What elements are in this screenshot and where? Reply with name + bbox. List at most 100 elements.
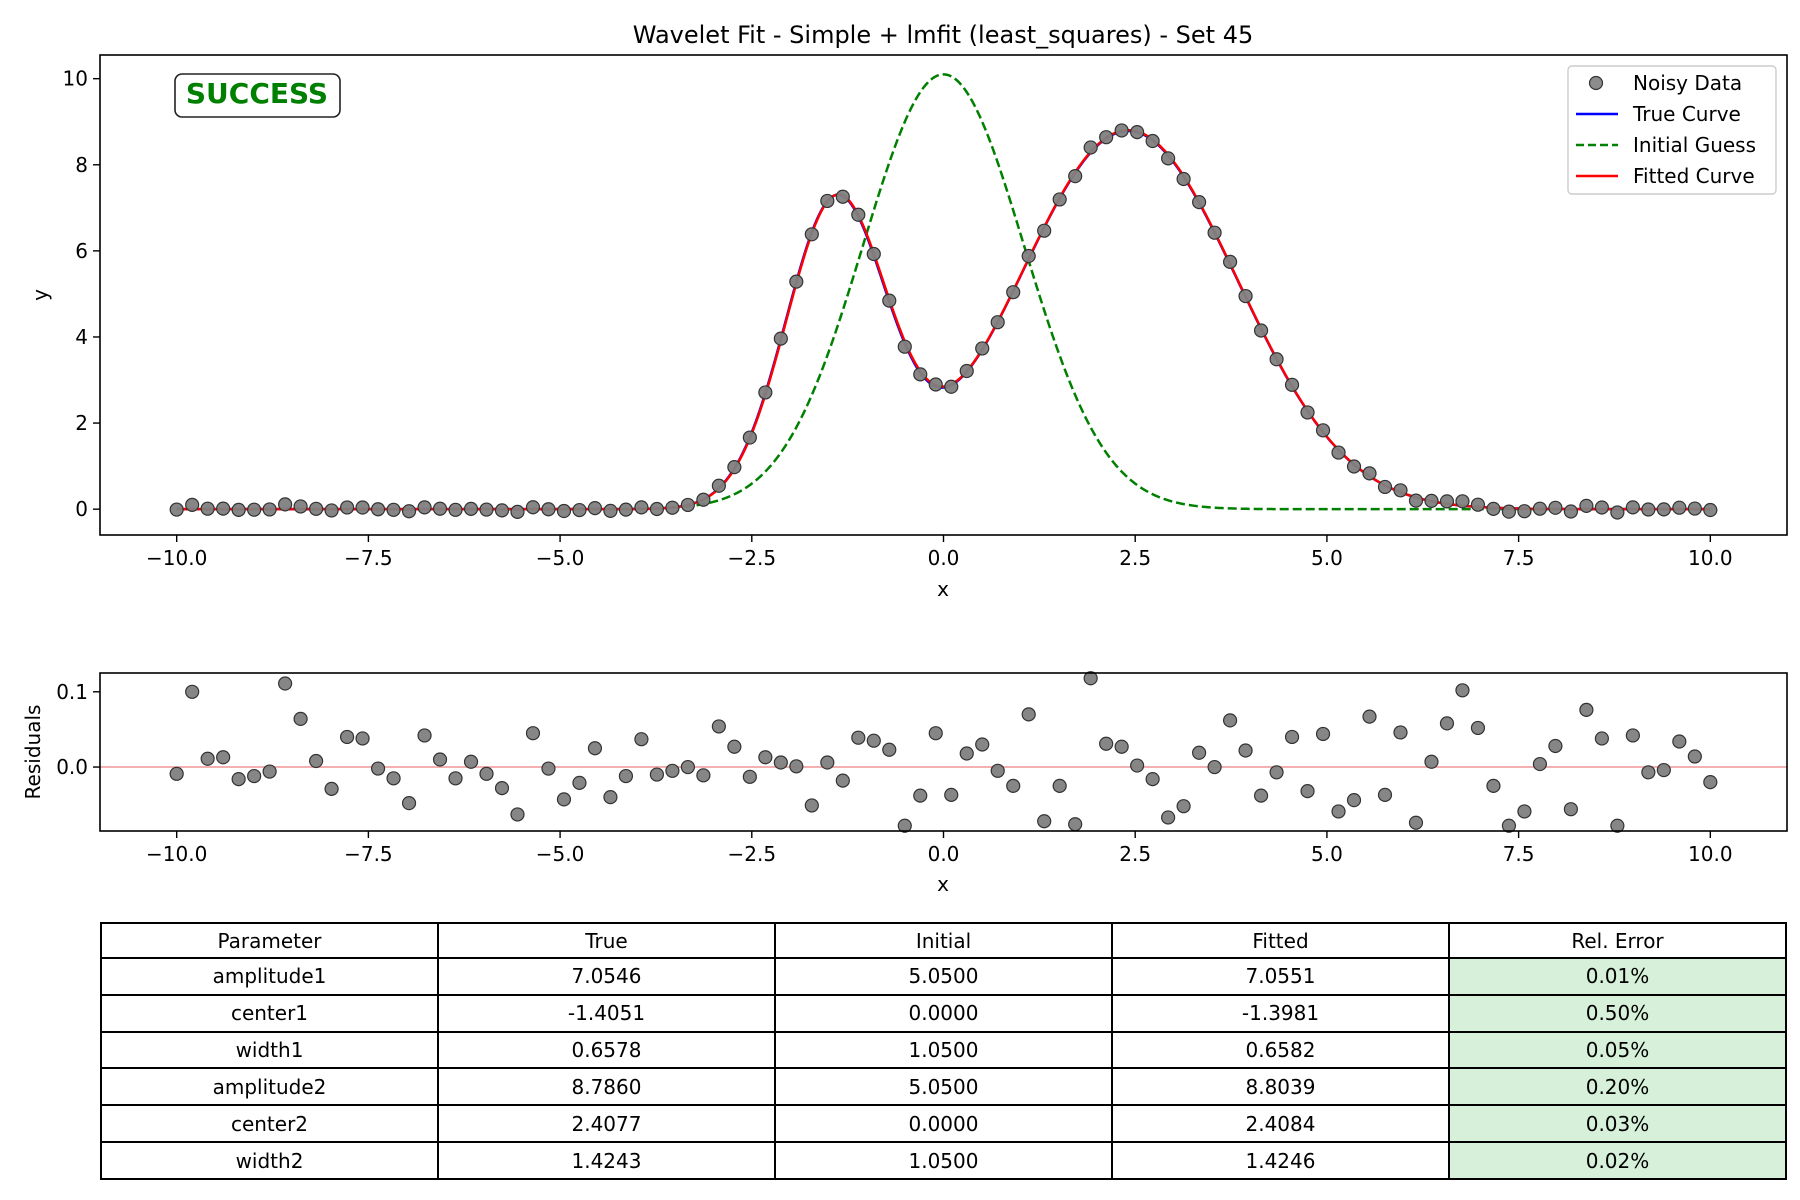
- residuals-plot: −10.0 −7.5 −5.0 −2.5 0.0 2.5 5.0 7.5 10.00.10.0 …: [21, 671, 1788, 896]
- residual-point: [1424, 754, 1439, 769]
- table-header-cell: True: [437, 922, 776, 959]
- residual-point: [1687, 749, 1702, 764]
- noisy-data-point: [587, 500, 603, 516]
- table-row: width2 1.4243 1.0500 1.4246 0.02%: [100, 1141, 1787, 1180]
- rel-error-cell: 0.01%: [1448, 957, 1787, 996]
- residual-point: [959, 746, 974, 761]
- rel-error-cell: 0.20%: [1448, 1067, 1787, 1107]
- noisy-data-point: [680, 497, 695, 513]
- table-row: center2 2.4077 0.0000 2.4084 0.03%: [100, 1104, 1787, 1144]
- residual-point: [1192, 745, 1207, 760]
- noisy-data-point: [231, 502, 246, 517]
- residual-point: [1207, 759, 1222, 775]
- x-tick-label: 2.5: [1119, 546, 1151, 570]
- table-cell: 1.4243: [437, 1141, 776, 1180]
- residual-point: [634, 732, 649, 747]
- table-cell: 7.0551: [1111, 957, 1450, 996]
- table-cell: 5.0500: [774, 957, 1113, 996]
- legend-label-noisy-data: Noisy Data: [1633, 71, 1742, 95]
- table-row: width1 0.6578 1.0500 0.6582 0.05%: [100, 1030, 1787, 1070]
- residual-point: [618, 768, 634, 784]
- noisy-data-point: [386, 502, 401, 517]
- noisy-data-point: [665, 500, 680, 515]
- table-cell: 0.6582: [1111, 1030, 1450, 1070]
- residual-point: [1346, 793, 1362, 808]
- residual-point: [216, 750, 231, 765]
- x-tick-label: 5.0: [1311, 842, 1343, 866]
- table-cell: width2: [100, 1141, 439, 1180]
- noisy-data-point: [1161, 151, 1176, 166]
- residual-point: [572, 775, 587, 790]
- x-tick-label: −2.5: [728, 842, 777, 866]
- residual-point: [1300, 784, 1315, 799]
- residual-point: [1006, 778, 1021, 793]
- main-plot-frame: [99, 54, 1788, 536]
- residual-point: [1532, 756, 1548, 772]
- noisy-data-point: [1037, 223, 1052, 238]
- residual-point: [556, 792, 572, 807]
- residual-point: [603, 790, 618, 805]
- noisy-data-point: [1130, 125, 1145, 140]
- residual-point: [169, 766, 184, 781]
- table-cell: 8.8039: [1111, 1067, 1450, 1107]
- noisy-data-point: [278, 497, 293, 512]
- main-gridless-ticks: −10.0 −7.5 −5.0 −2.5 0.0 2.5 5.0 7.5 10.0 0 2 4 6 8 10: [63, 67, 1733, 570]
- residual-point: [401, 796, 417, 811]
- noisy-data-point: [1083, 140, 1098, 155]
- residual-point: [789, 759, 804, 774]
- y-tick-label: 0: [75, 497, 88, 521]
- x-tick-label: 10.0: [1688, 546, 1733, 570]
- noisy-data-point: [1207, 225, 1222, 240]
- residual-point: [1161, 810, 1176, 825]
- residual-point: [231, 771, 246, 787]
- y-tick-label: 0.0: [56, 755, 88, 779]
- noisy-data-point: [1532, 501, 1548, 516]
- residual-point: [1253, 788, 1269, 803]
- residual-point: [665, 763, 680, 778]
- residual-point: [185, 684, 200, 699]
- noisy-data-point: [1610, 505, 1625, 520]
- noisy-data-point: [773, 331, 788, 346]
- fitted-curve-path: [176, 128, 1711, 511]
- residual-point: [1672, 734, 1687, 749]
- noisy-data-point: [1269, 352, 1284, 367]
- legend-box: [1567, 65, 1777, 195]
- residual-point: [1641, 765, 1656, 780]
- residual-point: [851, 730, 866, 745]
- noisy-data-point: [727, 460, 742, 475]
- rel-error-cell: 0.03%: [1448, 1104, 1787, 1144]
- residual-point: [1501, 818, 1517, 833]
- noisy-data-point: [882, 293, 897, 308]
- noisy-data-point: [913, 367, 928, 382]
- residual-point: [1656, 762, 1671, 778]
- noisy-data-point: [1408, 493, 1424, 508]
- noisy-data-point: [200, 501, 215, 516]
- table-cell: 5.0500: [774, 1067, 1113, 1107]
- residual-point: [494, 781, 510, 796]
- table-cell: 0.0000: [774, 1104, 1113, 1144]
- residual-point: [696, 768, 711, 783]
- table-cell: center2: [100, 1104, 439, 1144]
- y-tick-label: 2: [75, 411, 88, 435]
- x-tick-label: −7.5: [344, 546, 393, 570]
- residual-point: [975, 737, 990, 752]
- noisy-data-point: [1424, 493, 1439, 508]
- table-header-cell: Rel. Error: [1448, 922, 1787, 959]
- noisy-data-point: [897, 339, 912, 354]
- residual-point: [1021, 707, 1036, 722]
- residual-point: [587, 741, 603, 756]
- noisy-data-point: [1300, 405, 1315, 420]
- rel-error-cell: 0.50%: [1448, 993, 1787, 1033]
- residual-point: [432, 752, 448, 767]
- noisy-data-point: [618, 502, 634, 517]
- residual-point: [866, 733, 881, 748]
- noisy-data-point: [866, 246, 881, 262]
- residuals-ticks: −10.0 −7.5 −5.0 −2.5 0.0 2.5 5.0 7.5 10.0 0.1 0.0: [56, 680, 1732, 866]
- residual-point: [463, 754, 479, 769]
- residuals-plot-frame: [99, 672, 1788, 832]
- noisy-data-point: [789, 274, 804, 289]
- residual-point: [309, 753, 324, 769]
- noisy-data-point: [1563, 504, 1579, 519]
- table-cell: amplitude2: [100, 1067, 439, 1107]
- main-plot: −10.0 −7.5 −5.0 −2.5 0.0 2.5 5.0 7.5 10.0 0 2 4 6 8 10…: [28, 54, 1788, 601]
